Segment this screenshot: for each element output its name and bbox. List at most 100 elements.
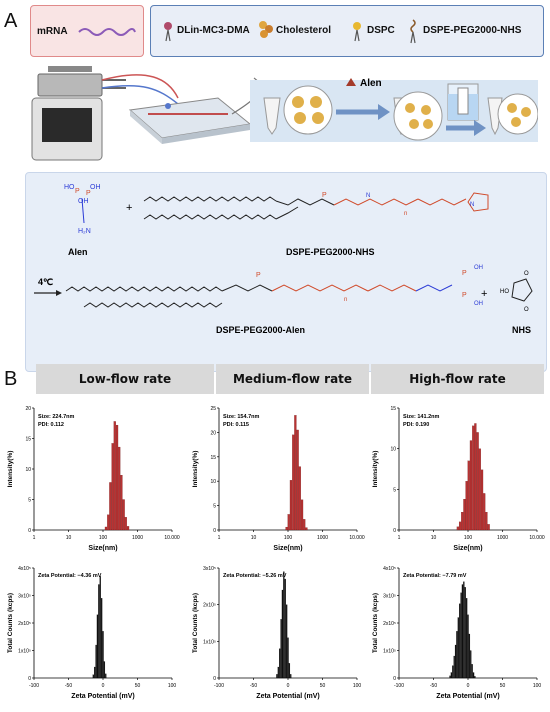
y-tick-label: 5 xyxy=(213,504,216,510)
mrna-strand-icon xyxy=(78,28,136,36)
histogram-bar xyxy=(467,614,469,679)
histogram-bar xyxy=(456,631,458,679)
histogram-bar xyxy=(285,604,288,679)
y-axis-label: Total Counts (kcps) xyxy=(7,593,14,653)
svg-text:OH: OH xyxy=(78,198,89,205)
y-tick-label: 10 xyxy=(390,447,396,453)
histogram-bar xyxy=(450,672,453,679)
svg-text:n: n xyxy=(344,297,347,303)
y-tick-label: 0 xyxy=(28,676,31,682)
x-axis-label: Zeta Potential (mV) xyxy=(71,693,134,700)
histogram-bar xyxy=(460,592,462,679)
collection-tube-icon-2 xyxy=(393,91,443,141)
alen-triangle-icon xyxy=(346,78,356,86)
histogram-bar xyxy=(453,655,455,679)
histogram-bar xyxy=(459,603,461,679)
legend-item-cholesterol: Cholesterol xyxy=(276,25,332,36)
histogram-bar xyxy=(289,480,293,531)
x-axis-label: Size(nm) xyxy=(273,545,302,552)
histogram-bar xyxy=(284,578,286,679)
x-tick-label: -50 xyxy=(250,683,257,689)
dspc-icon xyxy=(353,22,361,42)
histogram-bar xyxy=(111,443,114,531)
histogram-bar xyxy=(294,415,297,531)
histogram-bar xyxy=(113,421,116,531)
x-tick-label: 50 xyxy=(320,683,326,689)
histogram-bar xyxy=(471,664,473,679)
microfluidic-chip-icon xyxy=(128,97,252,144)
zeta-chart-low: 0 1x10⁵ 2x10⁵ 3x10⁵ 4x10⁵ -100 -50 0 50 100 Zeta P… xyxy=(7,566,177,700)
y-axis-label: Intensity(%) xyxy=(372,451,379,488)
cholesterol-icon xyxy=(259,21,273,38)
svg-text:P: P xyxy=(462,292,467,299)
y-tick-label: 2x10⁵ xyxy=(203,603,216,609)
lipid-icon xyxy=(164,22,172,42)
x-tick-label: 1000 xyxy=(132,535,143,541)
reaction-condition: 4℃ xyxy=(38,277,53,287)
histogram-bar xyxy=(452,665,454,679)
y-tick-label: 3x10⁵ xyxy=(18,594,31,600)
histogram-bar xyxy=(287,514,290,531)
microfluidic-apparatus: Alen xyxy=(31,66,538,161)
y-axis-label: Total Counts (kcps) xyxy=(372,593,379,653)
plus-sign-1: + xyxy=(126,202,132,214)
mrna-legend-box: mRNA xyxy=(30,5,144,57)
pdi-annotation: PDI: 0.190 xyxy=(403,422,429,428)
dspe-peg-alen-label: DSPE-PEG2000-Alen xyxy=(216,325,305,335)
header-high-flow: High-flow rate xyxy=(371,364,544,394)
mrna-label: mRNA xyxy=(37,26,68,37)
svg-text:O: O xyxy=(524,307,529,313)
x-tick-label: 0 xyxy=(467,683,470,689)
y-tick-label: 1x10⁵ xyxy=(203,639,216,645)
y-tick-label: 10 xyxy=(210,479,216,485)
svg-text:P: P xyxy=(86,190,91,197)
size-chart-high: 0 5 10 15 1 10 100 1000 10.000 Size(nm) Intensity(… xyxy=(372,406,545,552)
size-chart-medium: 0 5 10 15 20 25 1 10 100 1000 10.000 Size(nm) Intens… xyxy=(192,406,365,552)
histogram-bar xyxy=(463,498,466,531)
x-axis-label: Size(nm) xyxy=(88,545,117,552)
x-tick-label: 100 xyxy=(168,683,177,689)
histogram-bar xyxy=(99,576,101,679)
histogram-bar xyxy=(469,440,473,531)
histogram-bar xyxy=(467,460,470,531)
histogram-bar xyxy=(103,661,106,679)
header-low-flow: Low-flow rate xyxy=(36,364,214,394)
histogram-bar xyxy=(120,474,123,531)
y-tick-label: 3x10⁵ xyxy=(383,594,396,600)
x-tick-label: 10.000 xyxy=(164,535,180,541)
histogram-bar xyxy=(458,521,462,531)
y-tick-label: 0 xyxy=(213,528,216,534)
x-axis-label: Zeta Potential (mV) xyxy=(256,693,319,700)
histogram-bar xyxy=(457,617,459,679)
chemistry-scheme: HO OH P P OH H₂N Alen + P N n N DSPE-PEG… xyxy=(25,172,547,372)
zeta-chart-high: 0 1x10⁵ 2x10⁵ 3x10⁵ 4x10⁵ -100 -50 0 50 100 Zeta P… xyxy=(372,566,541,700)
histogram-bar xyxy=(468,633,471,679)
x-tick-label: 10.000 xyxy=(529,535,545,541)
y-tick-label: 4x10⁵ xyxy=(18,566,31,572)
y-tick-label: 4x10⁵ xyxy=(383,566,396,572)
histogram-bar xyxy=(98,584,100,679)
x-tick-label: 100 xyxy=(353,683,362,689)
x-tick-label: 10 xyxy=(251,535,257,541)
y-tick-label: 0 xyxy=(28,528,31,534)
x-tick-label: -100 xyxy=(29,683,39,689)
size-annotation: Size: 224.7nm xyxy=(38,414,74,420)
svg-text:OH: OH xyxy=(474,265,483,271)
x-tick-label: 100 xyxy=(99,535,108,541)
svg-text:P: P xyxy=(256,272,261,279)
svg-text:HO: HO xyxy=(500,289,509,295)
svg-text:N: N xyxy=(366,193,370,199)
x-tick-label: 100 xyxy=(284,535,293,541)
dspe-peg-nhs-label: DSPE-PEG2000-NHS xyxy=(286,247,375,257)
histogram-bar xyxy=(456,526,460,531)
y-tick-label: 15 xyxy=(25,437,31,443)
histogram-bar xyxy=(283,571,285,679)
histogram-bar xyxy=(485,512,488,531)
x-tick-label: -100 xyxy=(214,683,224,689)
histogram-bar xyxy=(92,674,94,679)
nhs-label: NHS xyxy=(512,325,531,335)
svg-text:OH: OH xyxy=(90,184,101,191)
y-tick-label: 0 xyxy=(213,676,216,682)
y-tick-label: 0 xyxy=(393,528,396,534)
x-tick-label: 0 xyxy=(102,683,105,689)
